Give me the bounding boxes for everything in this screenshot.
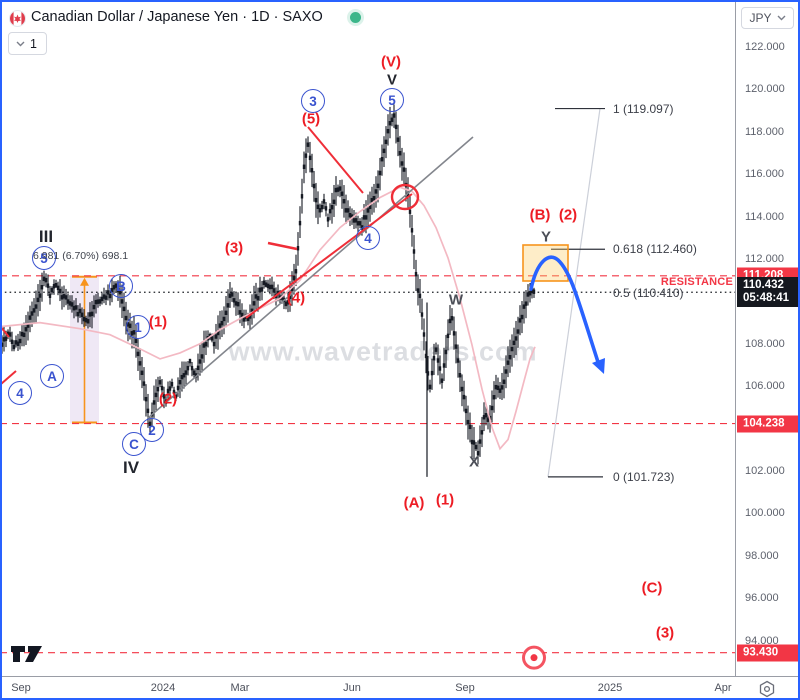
price-tick: 116.000	[745, 168, 784, 181]
currency-selector[interactable]: JPY	[741, 7, 794, 29]
time-label: 2024	[150, 682, 176, 694]
watermark: www.wavetraders.com	[228, 336, 538, 367]
price-axis[interactable]: 122.000 120.000 118.000 116.000 114.000 112.0…	[736, 0, 800, 676]
time-axis[interactable]: Sep 2024 Mar Jun Sep 2025 Apr	[0, 677, 800, 700]
trendline-6[interactable]	[0, 370, 17, 385]
price-tick: 106.000	[745, 380, 785, 393]
projection-arrow[interactable]	[529, 255, 600, 364]
price-tick: 122.000	[745, 41, 785, 53]
time-label: Jun	[343, 682, 361, 694]
price-tick: 100.000	[745, 507, 785, 520]
price-tick: 94.000	[745, 634, 779, 647]
projection-arrow-head	[592, 358, 605, 374]
interval-label: 1	[30, 36, 37, 51]
chart-canvas[interactable]	[0, 0, 736, 676]
market-status-dot[interactable]	[350, 12, 361, 23]
line-anchor-dot	[530, 654, 538, 662]
price-tick: 98.000	[745, 549, 779, 562]
price-tick: 112.000	[745, 253, 784, 265]
price-level-badge: 93.430	[737, 644, 799, 662]
breakdown-circle-marker[interactable]	[390, 183, 420, 211]
candlestick-series	[0, 104, 536, 477]
time-label: Mar	[230, 682, 250, 694]
trendline-4[interactable]	[267, 241, 298, 251]
time-label: Sep	[455, 682, 475, 694]
price-tick: 96.000	[745, 592, 779, 605]
price-tick: 108.000	[745, 337, 785, 350]
trendline-2[interactable]	[245, 193, 413, 319]
trendline-3[interactable]	[307, 126, 364, 194]
price-axis-border	[735, 0, 736, 676]
tradingview-logo[interactable]	[9, 641, 45, 667]
trendline-5[interactable]	[0, 325, 10, 338]
time-label: Sep	[11, 682, 31, 694]
time-label: Apr	[714, 682, 732, 694]
canada-flag-icon	[9, 10, 26, 27]
last-price-time: 05:48:41	[743, 292, 790, 305]
measure-band-arrow	[80, 277, 89, 286]
price-tick: 118.000	[745, 125, 784, 138]
chevron-down-icon	[777, 15, 785, 21]
chevron-down-icon	[16, 41, 25, 46]
price-tick: 102.000	[745, 465, 785, 477]
currency-label: JPY	[749, 11, 772, 25]
time-axis-border	[0, 676, 800, 677]
price-tick: 120.000	[745, 83, 785, 96]
moving-average-line	[0, 186, 536, 451]
trendline-1[interactable]	[147, 136, 474, 419]
last-price-badge: 110.432 05:48:41	[737, 277, 799, 308]
axis-settings-icon[interactable]	[758, 680, 776, 698]
interval-button[interactable]: 1	[8, 32, 47, 55]
price-level-badge: 104.238	[737, 415, 799, 433]
time-label: 2025	[597, 682, 623, 694]
symbol-title[interactable]: Canadian Dollar / Japanese Yen · 1D · SA…	[31, 9, 323, 25]
price-tick: 114.000	[745, 210, 784, 223]
